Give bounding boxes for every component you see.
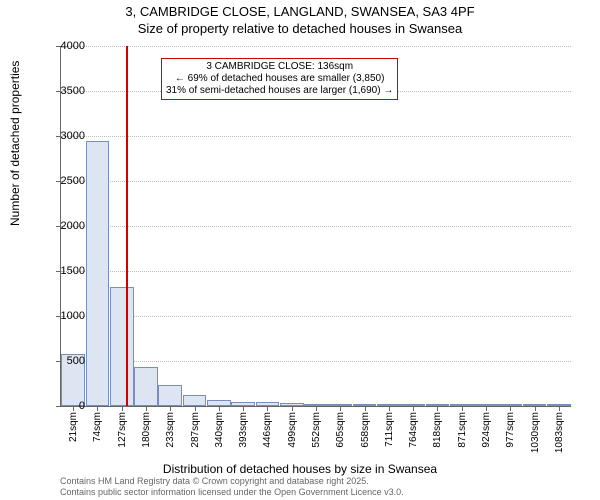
xtick-label: 74sqm [92, 412, 103, 442]
xtick-label: 233sqm [165, 412, 176, 448]
footer-attribution: Contains HM Land Registry data © Crown c… [60, 476, 404, 498]
xtick-mark [340, 406, 341, 411]
ytick-label: 1500 [45, 265, 85, 277]
xtick-mark [170, 406, 171, 411]
histogram-bar [110, 287, 134, 406]
xtick-mark [292, 406, 293, 411]
grid-line [61, 226, 571, 227]
xtick-mark [389, 406, 390, 411]
footer-line-1: Contains HM Land Registry data © Crown c… [60, 476, 369, 486]
xtick-label: 658sqm [360, 412, 371, 448]
chart-title: 3, CAMBRIDGE CLOSE, LANGLAND, SWANSEA, S… [0, 0, 600, 38]
histogram-bar [183, 395, 207, 406]
xtick-label: 21sqm [68, 412, 79, 442]
xtick-mark [243, 406, 244, 411]
xtick-mark [122, 406, 123, 411]
plot-wrapper: 3 CAMBRIDGE CLOSE: 136sqm← 69% of detach… [60, 46, 570, 406]
xtick-mark [486, 406, 487, 411]
xtick-label: 818sqm [432, 412, 443, 448]
xtick-label: 393sqm [238, 412, 249, 448]
xtick-label: 605sqm [335, 412, 346, 448]
xtick-label: 764sqm [408, 412, 419, 448]
ytick-label: 3500 [45, 85, 85, 97]
histogram-bar [158, 385, 182, 406]
grid-line [61, 46, 571, 47]
grid-line [61, 361, 571, 362]
chart-container: 3, CAMBRIDGE CLOSE, LANGLAND, SWANSEA, S… [0, 0, 600, 500]
ytick-label: 2500 [45, 175, 85, 187]
xtick-mark [316, 406, 317, 411]
xtick-label: 1083sqm [554, 412, 565, 453]
annotation-line-3: 31% of semi-detached houses are larger (… [166, 85, 393, 96]
footer-line-2: Contains public sector information licen… [60, 487, 404, 497]
ytick-label: 4000 [45, 40, 85, 52]
xtick-label: 446sqm [262, 412, 273, 448]
xtick-mark [510, 406, 511, 411]
xtick-mark [195, 406, 196, 411]
xtick-label: 977sqm [505, 412, 516, 448]
xtick-mark [535, 406, 536, 411]
xtick-mark [146, 406, 147, 411]
ytick-label: 1000 [45, 310, 85, 322]
xtick-mark [267, 406, 268, 411]
x-axis-label: Distribution of detached houses by size … [0, 462, 600, 476]
xtick-mark [462, 406, 463, 411]
ytick-label: 500 [45, 355, 85, 367]
annotation-line-2: ← 69% of detached houses are smaller (3,… [175, 73, 385, 84]
marker-line [126, 46, 128, 406]
plot-area: 3 CAMBRIDGE CLOSE: 136sqm← 69% of detach… [60, 46, 571, 407]
xtick-mark [437, 406, 438, 411]
grid-line [61, 316, 571, 317]
ytick-label: 0 [45, 400, 85, 412]
title-line-2: Size of property relative to detached ho… [138, 21, 462, 36]
histogram-bar [86, 141, 110, 407]
grid-line [61, 271, 571, 272]
xtick-mark [413, 406, 414, 411]
xtick-label: 180sqm [141, 412, 152, 448]
ytick-label: 2000 [45, 220, 85, 232]
xtick-label: 499sqm [287, 412, 298, 448]
xtick-label: 552sqm [311, 412, 322, 448]
histogram-bar [134, 367, 158, 406]
grid-line [61, 181, 571, 182]
ytick-label: 3000 [45, 130, 85, 142]
xtick-mark [365, 406, 366, 411]
annotation-box: 3 CAMBRIDGE CLOSE: 136sqm← 69% of detach… [161, 58, 398, 100]
xtick-mark [559, 406, 560, 411]
title-line-1: 3, CAMBRIDGE CLOSE, LANGLAND, SWANSEA, S… [125, 4, 474, 19]
xtick-label: 871sqm [457, 412, 468, 448]
y-axis-label: Number of detached properties [8, 61, 22, 226]
xtick-label: 924sqm [481, 412, 492, 448]
xtick-label: 711sqm [384, 412, 395, 447]
xtick-label: 340sqm [214, 412, 225, 448]
grid-line [61, 136, 571, 137]
xtick-label: 1030sqm [530, 412, 541, 453]
xtick-label: 287sqm [190, 412, 201, 448]
annotation-line-1: 3 CAMBRIDGE CLOSE: 136sqm [206, 61, 353, 72]
xtick-mark [97, 406, 98, 411]
xtick-mark [219, 406, 220, 411]
xtick-label: 127sqm [117, 412, 128, 448]
